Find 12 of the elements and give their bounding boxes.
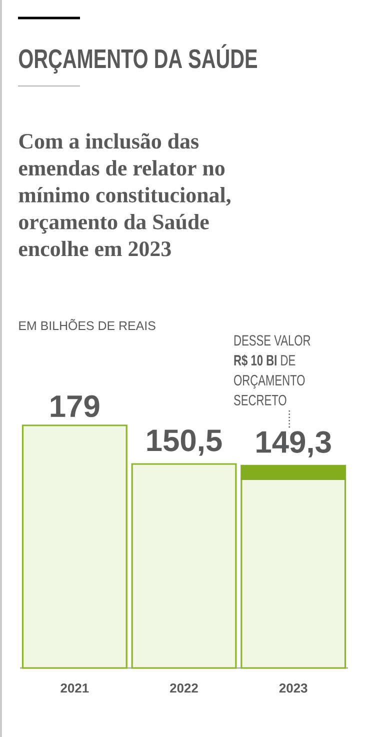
text: EM BILHÕES DE REAIS	[19, 319, 156, 330]
chart-subtitle: Com a inclusão das emendas de relator no mínimo constitucional, orçamento da Saúde encolhe em 2023	[18, 133, 230, 256]
chart-title: ORÇAMENTO DA SAÚDE	[19, 44, 258, 74]
total-label: 149,3	[256, 431, 331, 458]
x-tick-label: 2021	[60, 684, 89, 693]
data-label: 150,5	[147, 429, 222, 456]
bar	[22, 424, 128, 669]
bar	[131, 463, 237, 669]
x-tick-label: 2023	[279, 684, 308, 693]
text: DESSE VALOR R$ 10 BI DE ORÇAMENTO SECRETO	[234, 335, 310, 406]
x-tick-label: 2022	[170, 684, 198, 693]
data-label: 179	[50, 395, 100, 418]
